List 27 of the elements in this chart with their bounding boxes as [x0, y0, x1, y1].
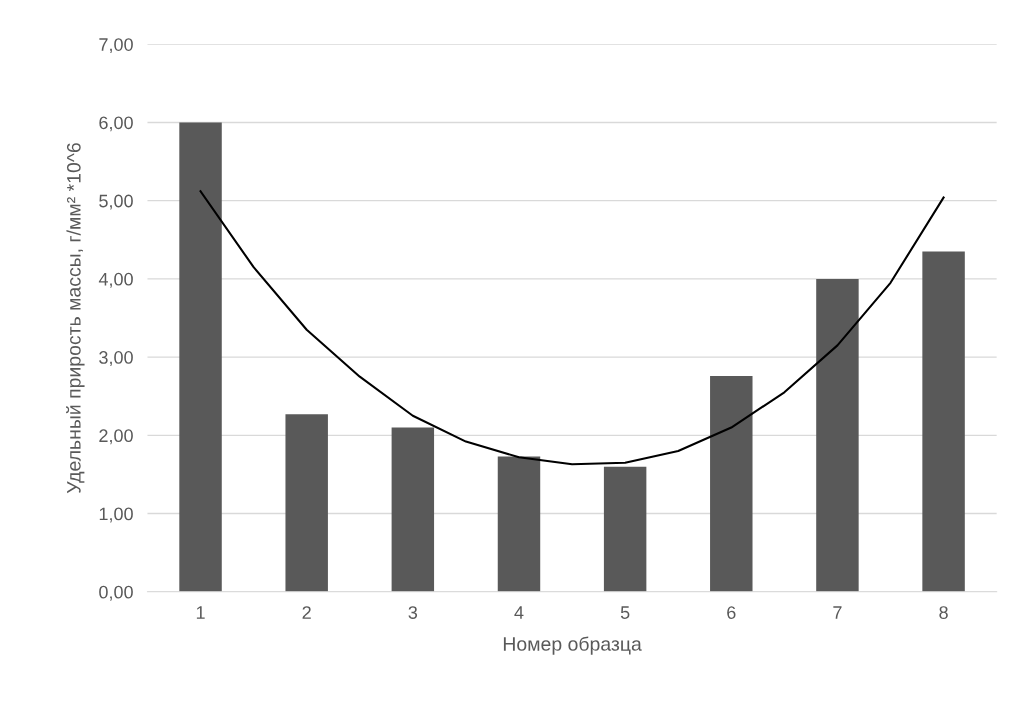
y-tick-label: 3,00: [99, 351, 133, 366]
bar: [179, 122, 222, 592]
x-tick-label: 6: [727, 606, 736, 619]
line-series: [199, 190, 945, 466]
y-tick-label: 6,00: [99, 116, 133, 132]
bar: [603, 466, 647, 592]
y-axis-title: Удельный прирость массы, г/мм² *10^6: [66, 143, 85, 494]
y-tick-label: 2,00: [99, 429, 133, 445]
bar: [285, 414, 328, 592]
x-tick-label: 8: [939, 606, 948, 619]
x-tick-label: 7: [833, 606, 842, 619]
bar: [391, 427, 435, 592]
y-tick-label: 5,00: [99, 194, 133, 210]
bar: [497, 456, 541, 592]
bar: [710, 375, 753, 592]
y-tick-label: 0,00: [99, 585, 133, 601]
x-tick-label: 4: [514, 606, 524, 619]
x-axis-title: Номер образца: [503, 636, 642, 655]
bar: [816, 278, 859, 592]
y-tick-label: 4,00: [98, 272, 133, 288]
y-tick-label: 1,00: [99, 507, 133, 523]
x-tick-label: 3: [408, 606, 418, 619]
x-tick-label: 2: [302, 606, 311, 619]
bar: [922, 251, 965, 592]
x-tick-label: 1: [196, 606, 205, 619]
x-tick-label: 5: [620, 606, 630, 619]
y-tick-label: 7,00: [99, 38, 133, 54]
